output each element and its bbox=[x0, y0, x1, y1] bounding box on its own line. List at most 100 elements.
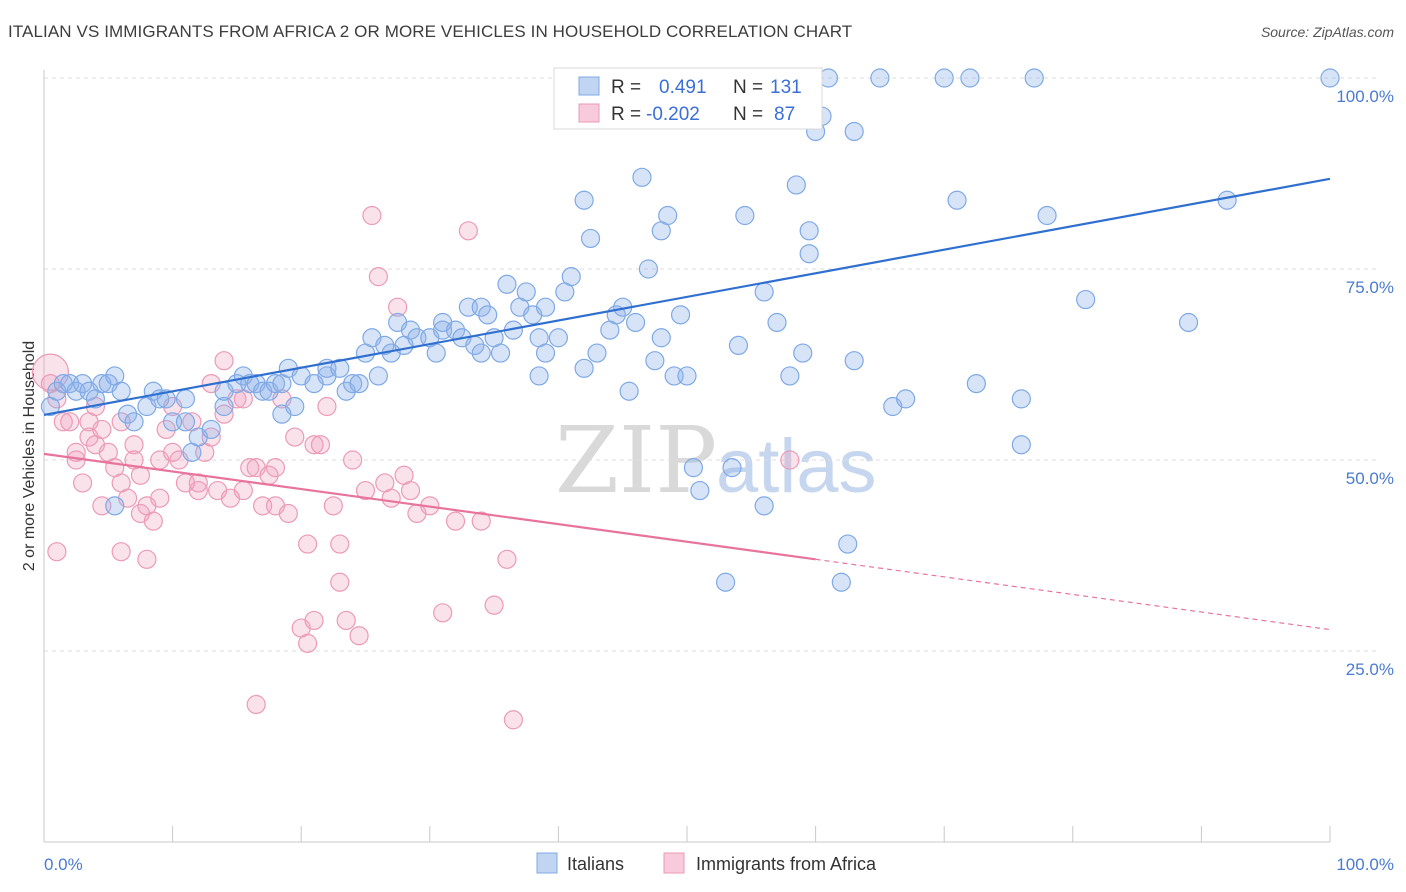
point-italians bbox=[72, 374, 93, 394]
y-tick-label: 25.0% bbox=[1346, 660, 1394, 679]
point-africa bbox=[304, 435, 324, 455]
point-africa bbox=[780, 450, 800, 470]
bottom-legend-swatch-italians bbox=[536, 852, 558, 874]
point-africa bbox=[188, 480, 208, 501]
point-italians bbox=[265, 374, 286, 394]
point-italians bbox=[844, 351, 864, 371]
point-italians bbox=[619, 381, 639, 401]
point-italians bbox=[548, 328, 569, 348]
point-africa bbox=[388, 297, 408, 317]
point-italians bbox=[490, 343, 511, 363]
point-italians bbox=[471, 297, 491, 317]
point-africa bbox=[349, 626, 369, 646]
bottom-legend-africa: Immigrants from Africa bbox=[696, 854, 877, 874]
point-italians bbox=[375, 335, 395, 355]
point-italians bbox=[1011, 435, 1031, 455]
point-italians bbox=[754, 496, 774, 516]
point-africa bbox=[458, 221, 478, 241]
point-italians bbox=[368, 366, 388, 386]
point-italians bbox=[786, 175, 806, 195]
point-africa bbox=[317, 396, 337, 417]
point-italians bbox=[574, 358, 594, 378]
point-africa bbox=[304, 610, 324, 631]
point-italians bbox=[754, 282, 774, 302]
point-africa bbox=[111, 542, 131, 562]
point-italians bbox=[1178, 312, 1199, 333]
point-italians bbox=[330, 358, 350, 378]
point-italians bbox=[1320, 68, 1340, 88]
point-africa bbox=[156, 419, 176, 440]
point-italians bbox=[175, 389, 196, 409]
point-italians bbox=[580, 228, 601, 249]
point-italians bbox=[574, 190, 594, 210]
point-africa bbox=[503, 710, 523, 730]
point-africa bbox=[60, 412, 80, 432]
point-italians bbox=[632, 167, 652, 187]
y-tick-labels: 25.0% 50.0% 75.0% 100.0% bbox=[1336, 87, 1394, 679]
point-italians bbox=[400, 320, 421, 340]
point-italians bbox=[844, 121, 864, 142]
point-africa bbox=[497, 549, 517, 569]
point-italians bbox=[799, 244, 819, 264]
bottom-legend-swatch-africa bbox=[663, 852, 685, 874]
point-italians bbox=[535, 343, 556, 363]
point-italians bbox=[715, 572, 736, 592]
bottom-legend-italians: Italians bbox=[567, 854, 624, 874]
point-africa bbox=[323, 496, 343, 516]
point-africa bbox=[233, 480, 253, 501]
point-africa bbox=[484, 595, 504, 615]
point-italians bbox=[349, 374, 369, 394]
point-italians bbox=[285, 396, 305, 417]
point-africa bbox=[400, 480, 421, 501]
point-italians bbox=[670, 305, 691, 325]
y-tick-label: 50.0% bbox=[1346, 469, 1394, 488]
point-italians bbox=[838, 534, 858, 554]
point-africa bbox=[246, 694, 266, 715]
legend-n-label-2: N = bbox=[733, 104, 763, 125]
point-italians bbox=[497, 274, 517, 294]
trend-line-italians bbox=[43, 177, 1331, 417]
point-africa bbox=[298, 633, 318, 653]
point-africa bbox=[336, 610, 356, 631]
x-axis-ticks bbox=[43, 826, 1331, 842]
point-italians bbox=[658, 205, 678, 226]
point-italians bbox=[471, 343, 491, 363]
point-italians bbox=[214, 396, 234, 417]
point-africa-large bbox=[31, 353, 70, 391]
point-africa bbox=[343, 450, 363, 470]
legend-n-value-1: 131 bbox=[770, 77, 802, 98]
point-italians bbox=[105, 496, 125, 516]
point-italians bbox=[722, 458, 742, 478]
point-africa bbox=[124, 435, 144, 455]
point-italians bbox=[934, 68, 954, 88]
correlation-legend: R = 0.491 N = 131 R = -0.202 N = 87 bbox=[553, 67, 823, 130]
point-italians bbox=[516, 282, 536, 302]
point-africa bbox=[240, 458, 260, 478]
point-italians bbox=[651, 328, 671, 348]
legend-n-value-2: 87 bbox=[774, 104, 795, 125]
legend-r-value-2: -0.202 bbox=[646, 104, 700, 125]
y-tick-label: 75.0% bbox=[1346, 278, 1394, 297]
point-italians bbox=[117, 404, 138, 424]
point-italians bbox=[683, 458, 704, 478]
point-italians bbox=[426, 343, 446, 363]
point-africa bbox=[72, 473, 93, 493]
series-africa-points bbox=[31, 205, 800, 730]
point-africa bbox=[471, 511, 491, 531]
point-africa bbox=[92, 419, 112, 440]
point-italians bbox=[1076, 289, 1096, 310]
point-italians bbox=[529, 366, 549, 386]
x-tick-label-min: 0.0% bbox=[44, 855, 83, 874]
point-africa bbox=[278, 503, 298, 524]
point-africa bbox=[381, 488, 401, 508]
legend-swatch-africa bbox=[578, 103, 600, 123]
point-italians bbox=[831, 572, 851, 592]
point-africa bbox=[53, 412, 73, 432]
point-italians bbox=[793, 343, 813, 363]
point-italians bbox=[735, 205, 755, 226]
gridlines bbox=[44, 77, 1380, 652]
point-italians bbox=[780, 366, 800, 386]
point-africa bbox=[368, 267, 388, 287]
point-africa bbox=[214, 351, 234, 371]
point-italians bbox=[1011, 389, 1031, 409]
